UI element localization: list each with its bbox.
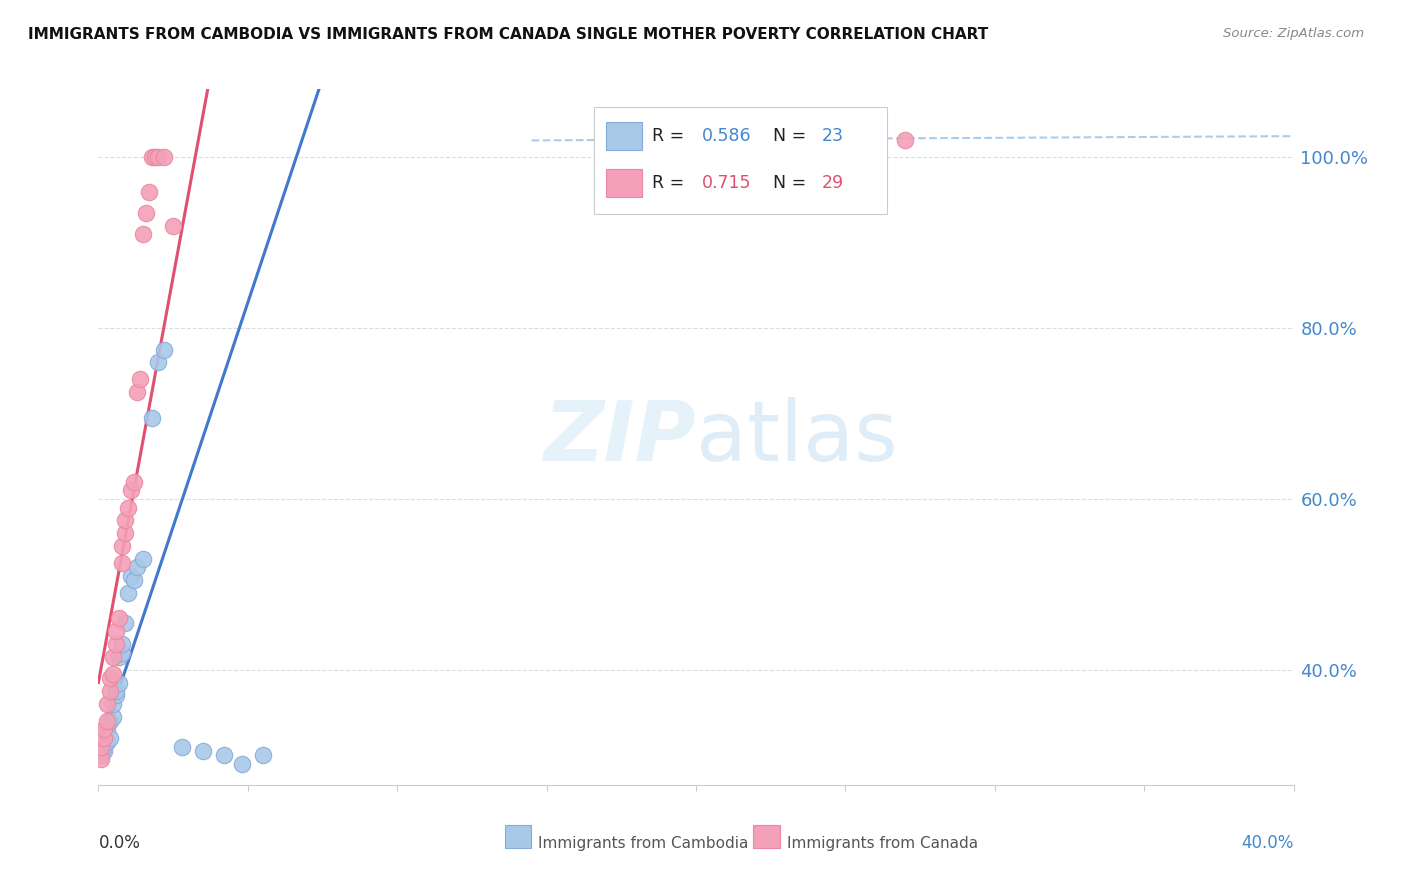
Point: [111, 539, 134, 553]
Point: [111, 646, 134, 660]
Point: [127, 560, 149, 574]
FancyBboxPatch shape: [606, 169, 643, 197]
Text: N =: N =: [762, 127, 811, 145]
Point: [124, 573, 146, 587]
Text: atlas: atlas: [696, 397, 897, 477]
Point: [172, 739, 194, 754]
Point: [96, 735, 118, 749]
Point: [108, 675, 131, 690]
Point: [148, 151, 170, 165]
Point: [103, 667, 125, 681]
Point: [96, 723, 118, 737]
Point: [127, 385, 149, 400]
Point: [96, 714, 118, 728]
Point: [153, 151, 176, 165]
Text: Source: ZipAtlas.com: Source: ZipAtlas.com: [1223, 27, 1364, 40]
Point: [117, 500, 139, 515]
Point: [111, 637, 134, 651]
Point: [98, 714, 122, 728]
Point: [90, 739, 112, 754]
Text: ZIP: ZIP: [543, 397, 696, 477]
Point: [105, 637, 128, 651]
Point: [93, 739, 115, 754]
Point: [105, 689, 128, 703]
Text: 29: 29: [821, 174, 844, 192]
Point: [108, 611, 131, 625]
Point: [231, 756, 253, 771]
Point: [162, 219, 184, 233]
Point: [93, 723, 115, 737]
Point: [148, 355, 170, 369]
Point: [93, 731, 115, 745]
Text: 0.715: 0.715: [702, 174, 751, 192]
Point: [252, 748, 274, 763]
Point: [111, 556, 134, 570]
Text: 0.0%: 0.0%: [98, 834, 141, 852]
Point: [93, 744, 115, 758]
Text: 0.586: 0.586: [702, 127, 752, 145]
FancyBboxPatch shape: [606, 122, 643, 150]
Point: [108, 649, 131, 664]
Text: Immigrants from Canada: Immigrants from Canada: [787, 836, 979, 851]
Point: [191, 744, 214, 758]
Point: [120, 483, 142, 498]
FancyBboxPatch shape: [754, 825, 780, 847]
Point: [141, 151, 163, 165]
Point: [129, 372, 152, 386]
Point: [153, 343, 176, 357]
Point: [98, 671, 122, 685]
Point: [96, 697, 118, 711]
Text: N =: N =: [762, 174, 811, 192]
Point: [103, 709, 125, 723]
Point: [105, 624, 128, 639]
Text: IMMIGRANTS FROM CAMBODIA VS IMMIGRANTS FROM CANADA SINGLE MOTHER POVERTY CORRELA: IMMIGRANTS FROM CAMBODIA VS IMMIGRANTS F…: [28, 27, 988, 42]
FancyBboxPatch shape: [595, 106, 887, 214]
Text: Immigrants from Cambodia: Immigrants from Cambodia: [538, 836, 748, 851]
Point: [132, 227, 155, 242]
FancyBboxPatch shape: [505, 825, 531, 847]
Point: [103, 697, 125, 711]
Point: [212, 748, 235, 763]
Point: [90, 748, 112, 763]
Text: 23: 23: [821, 127, 844, 145]
Point: [135, 206, 157, 220]
Point: [138, 185, 160, 199]
Point: [132, 551, 155, 566]
Point: [117, 586, 139, 600]
Y-axis label: Single Mother Poverty: Single Mother Poverty: [0, 352, 7, 522]
Point: [114, 526, 136, 541]
Point: [105, 684, 128, 698]
Point: [98, 731, 122, 745]
Point: [114, 615, 136, 630]
Point: [90, 752, 112, 766]
Text: 40.0%: 40.0%: [1241, 834, 1294, 852]
Text: R =: R =: [652, 174, 689, 192]
Point: [103, 649, 125, 664]
Point: [98, 684, 122, 698]
Point: [143, 151, 166, 165]
Point: [124, 475, 146, 489]
Point: [141, 410, 163, 425]
Point: [120, 569, 142, 583]
Text: R =: R =: [652, 127, 689, 145]
Point: [894, 133, 917, 147]
Point: [114, 513, 136, 527]
